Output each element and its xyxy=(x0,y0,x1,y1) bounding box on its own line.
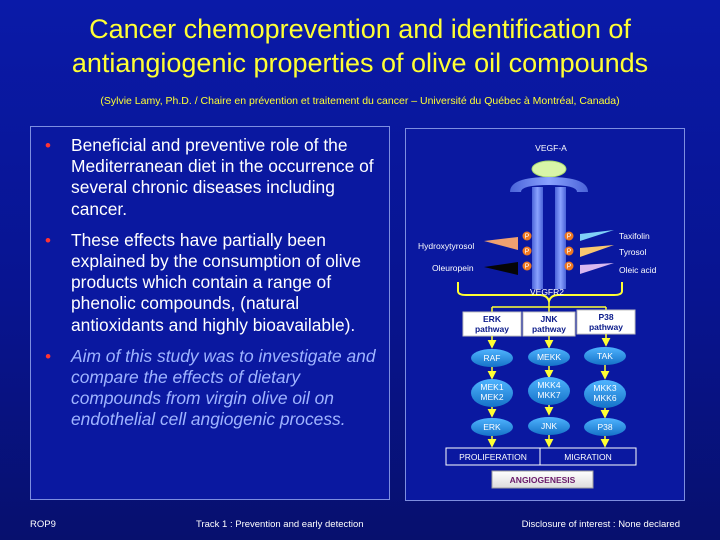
receptor-chain-left xyxy=(532,187,543,289)
taxifolin-wedge xyxy=(580,230,614,241)
signaling-diagram: VEGF-A P P P P P P Hydroxytyrosol Oleuro… xyxy=(418,143,657,489)
bullet-text: These effects have partially been explai… xyxy=(71,229,362,335)
angiogenesis-label: ANGIOGENESIS xyxy=(510,475,576,485)
pathway-label: P38 xyxy=(598,312,613,322)
mekk-node xyxy=(528,348,570,366)
footer-disclosure: Disclosure of interest : None declared xyxy=(521,519,680,530)
bullet-list: • Beneficial and preventive role of the M… xyxy=(31,127,389,431)
slide-title: Cancer chemoprevention and identificatio… xyxy=(0,12,720,80)
tyrosol-wedge xyxy=(580,245,614,257)
pathway-label: pathway xyxy=(589,322,623,332)
pathway-label: JNK xyxy=(540,314,558,324)
migration-box xyxy=(539,447,637,466)
angiogenesis-box xyxy=(491,470,594,489)
bullet-panel: • Beneficial and preventive role of the M… xyxy=(30,126,390,500)
hydroxytyrosol-wedge xyxy=(484,237,518,250)
node-label: TAK xyxy=(597,351,613,361)
node-label: MKK3 xyxy=(593,383,616,393)
bullet-text: Aim of this study was to investigate and… xyxy=(71,345,376,430)
erk-node xyxy=(471,418,513,436)
ligand-label: VEGF-A xyxy=(535,143,567,153)
phospho-label: P xyxy=(525,234,530,241)
bullet-dot: • xyxy=(45,230,51,250)
bullet-item-aim: • Aim of this study was to investigate an… xyxy=(43,346,379,431)
bullet-item: • These effects have partially been expla… xyxy=(43,230,379,336)
pathway-label: pathway xyxy=(475,324,509,334)
oleuropein-wedge xyxy=(484,262,518,275)
tak-node xyxy=(584,347,626,365)
bullet-dot: • xyxy=(45,346,51,366)
compound-tyrosol: Tyrosol xyxy=(619,247,647,257)
node-label: P38 xyxy=(597,422,612,432)
node-label: ERK xyxy=(483,422,501,432)
kinase-row-2: MEK1 MEK2 MKK4 MKK7 MKK3 MKK6 xyxy=(471,377,626,408)
slide-subtitle: (Sylvie Lamy, Ph.D. / Chaire en préventi… xyxy=(100,95,620,107)
bullet-dot: • xyxy=(45,136,51,155)
bullet-item: • Beneficial and preventive role of the M… xyxy=(43,135,379,220)
outcome-label: MIGRATION xyxy=(564,452,612,462)
kinase-row-1: RAF MEKK TAK xyxy=(471,347,626,367)
node-label: MKK4 xyxy=(537,380,560,390)
kinase-row-3: ERK JNK P38 xyxy=(471,417,626,436)
pathway-label: pathway xyxy=(532,324,566,334)
compound-oleic-acid: Oleic acid xyxy=(619,265,657,275)
compound-oleuropein: Oleuropein xyxy=(432,263,474,273)
compound-taxifolin: Taxifolin xyxy=(619,231,650,241)
title-line-1: Cancer chemoprevention and identificatio… xyxy=(89,14,631,44)
footer-code: ROP9 xyxy=(30,519,56,530)
title-line-2: antiangiogenic properties of olive oil c… xyxy=(71,48,649,78)
phospho-label: P xyxy=(567,249,572,256)
phospho-label: P xyxy=(567,264,572,271)
pathway-boxes: ERK pathway JNK pathway P38 pathway xyxy=(462,309,636,337)
node-label: RAF xyxy=(484,353,501,363)
outcome-boxes: PROLIFERATION MIGRATION xyxy=(445,447,637,466)
node-label: MEK1 xyxy=(480,382,503,392)
node-label: JNK xyxy=(541,421,557,431)
phospho-label: P xyxy=(525,249,530,256)
node-label: MEKK xyxy=(537,352,561,362)
receptor-head xyxy=(510,177,588,192)
phospho-sites: P P P P P P xyxy=(522,231,574,271)
pathway-label: ERK xyxy=(483,314,502,324)
mkk4-mkk7-node xyxy=(528,377,570,405)
oleic-acid-wedge xyxy=(580,263,614,274)
receptor-chain-right xyxy=(555,187,566,289)
phospho-label: P xyxy=(525,264,530,271)
phospho-label: P xyxy=(567,234,572,241)
vegf-a-ligand xyxy=(531,160,567,178)
mkk3-mkk6-node xyxy=(584,380,626,408)
outcome-label: PROLIFERATION xyxy=(459,452,527,462)
footer-track: Track 1 : Prevention and early detection xyxy=(196,519,364,530)
mek1-mek2-node xyxy=(471,379,513,407)
node-label: MKK7 xyxy=(537,390,560,400)
node-label: MEK2 xyxy=(480,392,503,402)
node-label: MKK6 xyxy=(593,393,616,403)
receptor-label: VEGFR2 xyxy=(530,287,564,297)
compound-hydroxytyrosol: Hydroxytyrosol xyxy=(418,241,474,251)
signaling-diagram-panel: VEGF-A P P P P P P Hydroxytyrosol Oleuro… xyxy=(405,128,685,501)
p38-node xyxy=(584,418,626,436)
bullet-text: Beneficial and preventive role of the Me… xyxy=(71,135,374,219)
raf-node xyxy=(471,349,513,367)
jnk-node xyxy=(528,417,570,435)
